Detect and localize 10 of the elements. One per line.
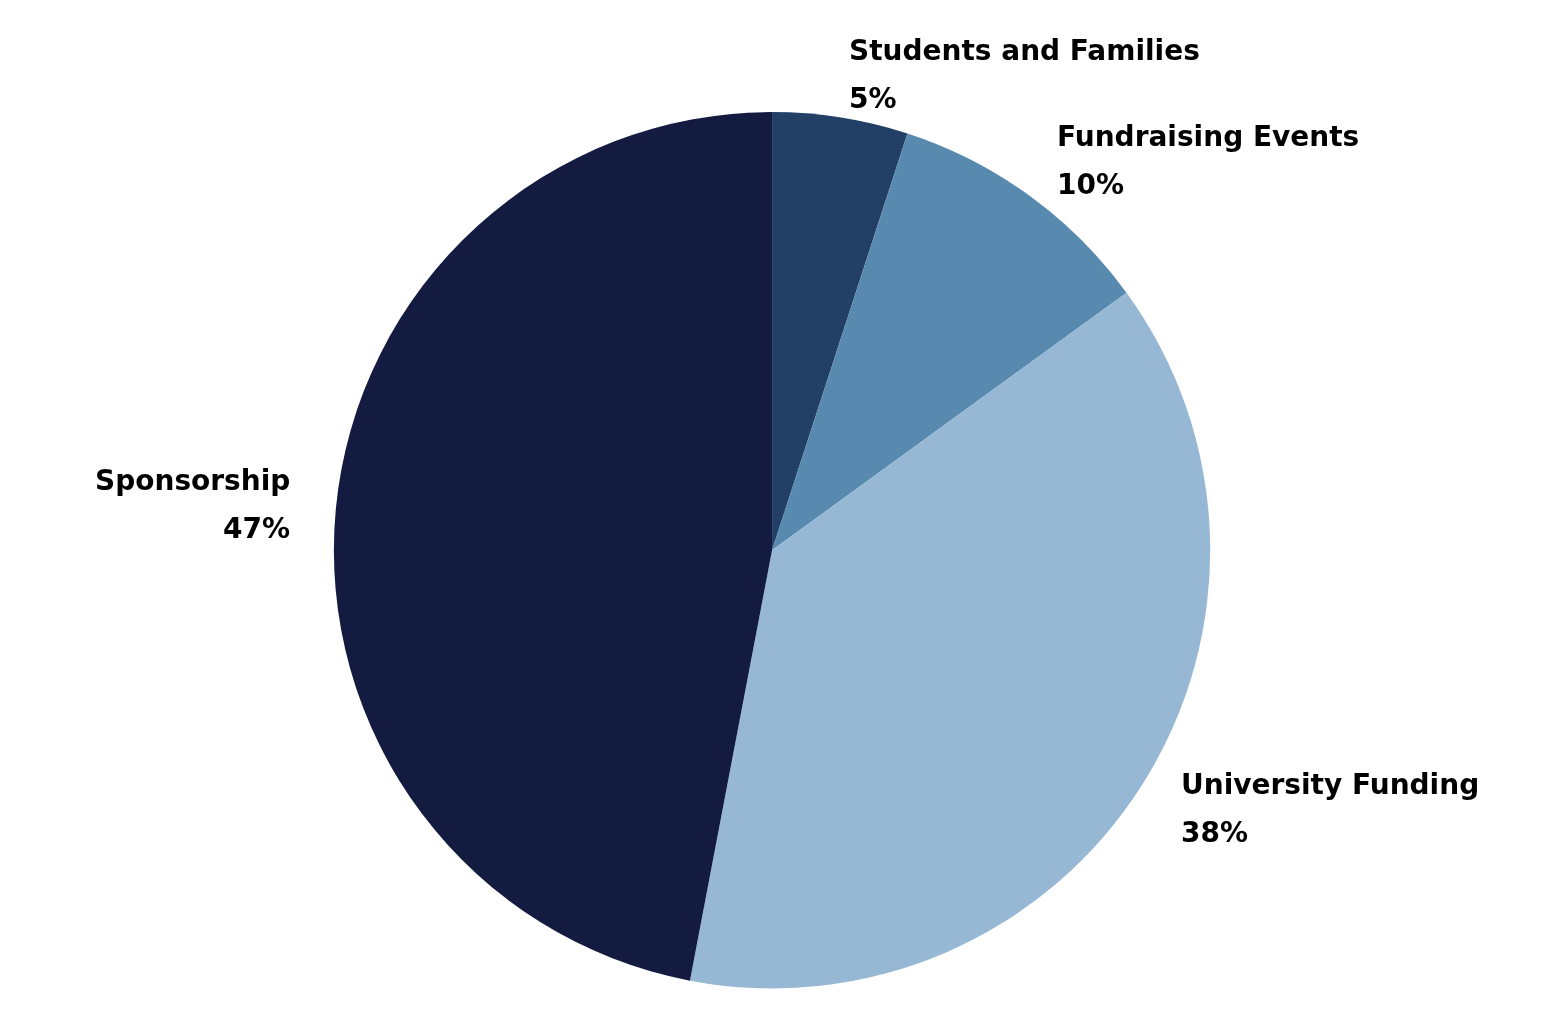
slice-label: Students and Families xyxy=(849,34,1200,67)
slice-label: Sponsorship xyxy=(95,464,291,497)
data-label: 38% xyxy=(1181,816,1249,849)
pie-slice xyxy=(334,112,773,981)
data-label: 10% xyxy=(1057,168,1125,201)
data-label: 5% xyxy=(849,82,897,115)
data-label: 47% xyxy=(223,512,291,545)
slice-label: Fundraising Events xyxy=(1057,120,1360,153)
slice-label: University Funding xyxy=(1181,768,1480,801)
pie-slice xyxy=(772,112,908,551)
